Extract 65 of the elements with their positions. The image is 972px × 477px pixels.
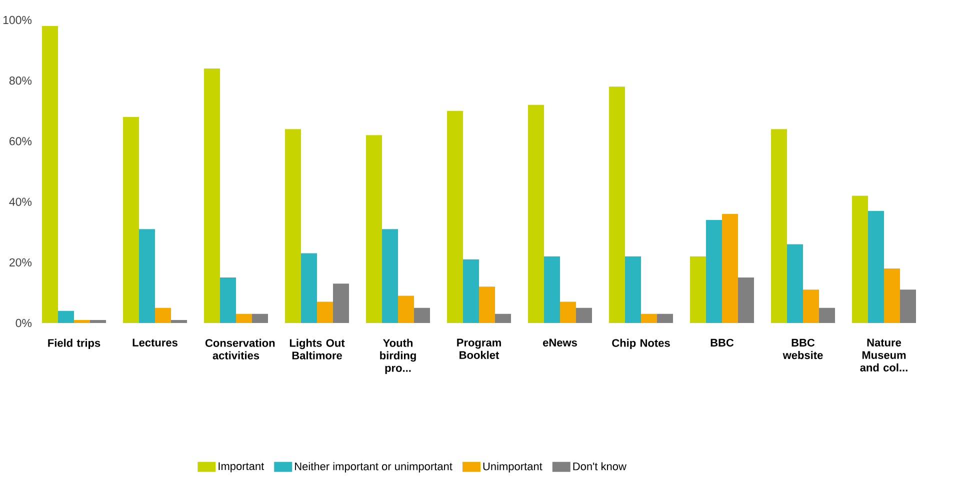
bar <box>868 210 884 323</box>
x-tick-label: Lectures <box>132 338 178 346</box>
bar <box>42 26 58 323</box>
legend-label: Don't know <box>573 462 626 470</box>
y-tick-label: 40% <box>9 198 32 206</box>
bar <box>220 278 236 323</box>
x-tick-label: Youth birding pro... <box>380 338 416 374</box>
bar <box>74 320 90 323</box>
y-tick-label: 100% <box>3 16 32 24</box>
bar <box>252 314 268 323</box>
bar <box>738 278 754 323</box>
bar <box>722 214 738 323</box>
bar <box>58 310 74 323</box>
bar <box>366 135 382 323</box>
bar <box>706 220 722 323</box>
x-tick-label: Nature Museum and col... <box>860 338 908 372</box>
bar <box>803 290 820 323</box>
bar <box>641 314 658 323</box>
bar <box>398 296 414 323</box>
bar <box>690 256 706 323</box>
x-tick-label: Lights Out Baltimore <box>290 338 345 360</box>
y-tick-label: 60% <box>10 137 32 146</box>
bar <box>317 302 333 323</box>
bar <box>447 110 464 323</box>
x-tick-label: Field trips <box>48 338 100 350</box>
legend-label: Unimportant <box>483 462 542 472</box>
bar <box>819 308 836 323</box>
bar <box>544 256 560 323</box>
bar <box>657 314 674 323</box>
legend-label: Important <box>218 462 264 472</box>
bar <box>139 229 155 323</box>
x-tick-label: BBC website <box>782 338 823 360</box>
legend-label: Neither important or unimportant <box>295 462 452 472</box>
bar <box>528 104 544 323</box>
bar <box>333 284 350 323</box>
bar <box>382 229 398 323</box>
bar <box>884 268 900 323</box>
bar <box>560 302 576 323</box>
x-tick-label: Program Booklet <box>457 338 501 359</box>
bar <box>479 286 496 323</box>
bar <box>204 68 220 323</box>
bar <box>787 244 804 323</box>
bar <box>414 308 430 323</box>
bar <box>576 308 592 323</box>
bar <box>900 290 916 323</box>
bar <box>463 259 480 323</box>
x-tick-label: Conservation activities <box>205 338 275 360</box>
bar <box>852 196 868 323</box>
bar <box>625 256 642 323</box>
bar <box>301 253 317 323</box>
bar <box>123 116 139 323</box>
x-tick-label: Chip Notes <box>612 338 670 350</box>
y-tick-label: 0% <box>16 318 32 328</box>
bar <box>609 86 626 323</box>
bar <box>495 314 511 323</box>
bar <box>771 129 788 323</box>
x-tick-label: eNews <box>543 338 577 346</box>
bar <box>90 320 106 323</box>
y-tick-label: 80% <box>9 76 32 85</box>
x-tick-label: BBC <box>710 338 734 347</box>
bar <box>285 129 302 323</box>
bar <box>171 320 187 323</box>
bar <box>155 308 172 323</box>
y-tick-label: 20% <box>10 258 32 266</box>
bar <box>236 314 252 323</box>
